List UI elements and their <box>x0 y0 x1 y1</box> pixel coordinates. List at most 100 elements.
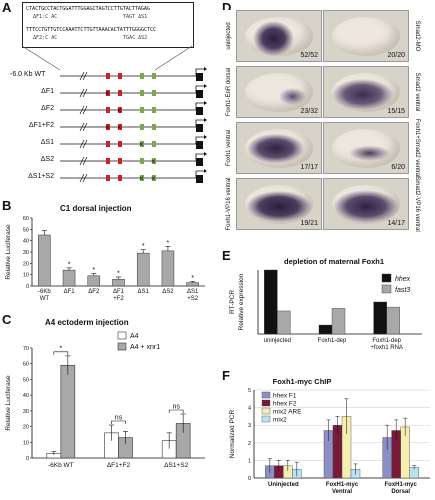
embryo-image-left: 23/32 <box>236 66 322 118</box>
significance-mark: * <box>191 275 194 282</box>
tss-arrow <box>195 153 206 161</box>
significance-mark: * <box>167 240 170 247</box>
panel-c-letter: C <box>2 312 12 327</box>
break-mark <box>82 139 88 149</box>
legend-swatch <box>261 415 271 423</box>
y-tick-label: 70 <box>23 346 29 352</box>
site-box <box>118 124 122 130</box>
y-tick-label: 2 <box>248 441 251 447</box>
x-tick-label: ΔF2 <box>88 289 100 295</box>
x-tick-label: ΔF1+F2 <box>107 462 131 469</box>
y-tick-label: 40 <box>23 393 29 399</box>
deletion-mark: × <box>117 106 122 115</box>
x-tick-label: Foxh1-dep <box>372 338 401 344</box>
embryo-count: 15/15 <box>387 108 405 115</box>
tss-arrowhead <box>204 152 207 156</box>
sequence-top-mutation-left: ΔF1:C AC <box>33 14 58 20</box>
embryo-left-label: Foxh1-VP16 ventral <box>222 177 235 231</box>
significance-mark: * <box>92 267 95 274</box>
construct-label: ΔS2 <box>40 156 54 163</box>
break-mark <box>82 122 88 132</box>
break-mark <box>79 139 85 149</box>
promoter-construct-diagram: × × × × × × × × <box>21 45 207 183</box>
sequence-box: CTACTGCCTACTGGATTTGGAGCTAGTCCTTGTACTTAGA… <box>22 2 194 48</box>
x-tick-label: Foxh1-dep <box>318 338 347 344</box>
zoom-line-right <box>154 45 193 71</box>
break-mark <box>82 71 88 81</box>
y-tick-label: 1 <box>248 458 251 464</box>
break-mark <box>82 156 88 166</box>
panel-a-letter: A <box>2 0 12 15</box>
site-box <box>140 124 144 130</box>
tss-arrow <box>195 68 206 76</box>
panel-e-letter: E <box>222 248 231 263</box>
break-mark <box>82 173 88 183</box>
chart-f-title: Foxh1-myc ChIP <box>273 377 332 386</box>
x-tick-label: ΔS2 <box>162 289 174 295</box>
embryo-image-right: 6/20 <box>323 122 409 174</box>
bar <box>62 269 76 287</box>
significance-mark: * <box>68 261 71 268</box>
site-box <box>152 124 156 130</box>
x-tick-label: -6Kb <box>38 289 51 295</box>
deletion-mark: × <box>139 174 144 183</box>
site-box <box>106 107 110 113</box>
embryo-grid: uninjected 52/52 20/20 Smad2-MO Foxh1-EnR do… <box>222 8 435 238</box>
embryo-left-label: Foxh1-EnR dorsal <box>222 66 235 118</box>
break-mark <box>79 88 85 98</box>
embryo-count: 6/20 <box>391 164 405 171</box>
embryo-count: 17/17 <box>300 164 318 171</box>
x-tick-label: +F2 <box>113 296 124 302</box>
embryo-count: 23/32 <box>300 108 318 115</box>
legend-swatch <box>381 284 392 294</box>
embryo-image-left: 17/17 <box>236 122 322 174</box>
tss-arrowhead <box>204 118 207 122</box>
legend-swatch <box>117 342 127 351</box>
break-mark <box>79 122 85 132</box>
embryo-right-label-text: Foxh1+Smad2 ventral <box>413 118 420 178</box>
x-tick-label: ΔS1 <box>187 289 199 295</box>
luciferase-box <box>196 158 203 166</box>
x-tick-label: +S2 <box>187 296 199 302</box>
legend-label: A4 + xnr1 <box>130 344 160 351</box>
embryo-left-label-text: Foxh1-VP16 ventral <box>225 177 232 231</box>
zoom-line-left <box>21 45 61 71</box>
sequence-top-mutation-right: TAGT ΔS1 <box>123 14 148 20</box>
site-box <box>152 158 156 164</box>
legend-swatch <box>117 331 127 340</box>
break-mark <box>82 105 88 115</box>
panel-f-letter: F <box>222 368 230 383</box>
site-box <box>152 141 156 147</box>
y-axis-label: Relative Luciferase <box>5 375 12 431</box>
legend-label: mix2 <box>273 417 287 424</box>
tss-arrowhead <box>204 135 207 139</box>
bar <box>331 308 346 335</box>
embryo-count: 14/17 <box>387 220 405 227</box>
y-tick-label: 50 <box>23 227 29 233</box>
site-box <box>140 90 144 96</box>
site-box <box>118 141 122 147</box>
bar <box>161 250 175 287</box>
significance-mark: * <box>59 345 62 352</box>
legend-swatch <box>381 273 392 283</box>
break-mark <box>79 173 85 183</box>
embryo-right-label: Smad2-MO <box>410 10 423 62</box>
y-tick-label: 10 <box>23 273 29 279</box>
x-tick-label: ΔF1 <box>113 289 125 295</box>
legend-label: hhex F2 <box>273 401 297 408</box>
deletion-mark: × <box>117 123 122 132</box>
x-tick-label: ΔS1 <box>138 289 150 295</box>
panel-b-letter: B <box>2 198 12 213</box>
tss-arrow <box>195 119 206 127</box>
construct-label: ΔF1+F2 <box>28 122 54 129</box>
embryo-right-label: Smad2-VP16 ventral <box>410 176 423 232</box>
tss-arrowhead <box>204 101 207 105</box>
bar <box>186 282 199 287</box>
embryo-shape <box>245 17 313 56</box>
break-mark <box>79 71 85 81</box>
chart-f-chip: Foxh1-myc ChIP 0 1 2 3 4 5 Normalized PCR Uninje… <box>229 377 430 495</box>
panel-c-title: A4 ectoderm injection <box>45 318 129 327</box>
embryo-right-label-text: Smad2 ventral <box>413 72 420 112</box>
y-tick-label: 4 <box>248 406 251 412</box>
legend-label: hhex F1 <box>273 393 297 400</box>
